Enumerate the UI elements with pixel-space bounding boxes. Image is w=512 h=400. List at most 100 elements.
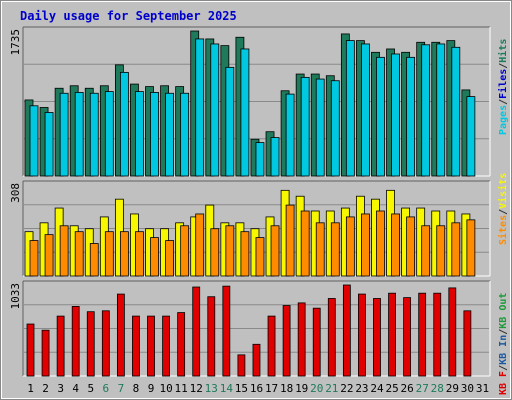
bar-files-day-29 [451, 46, 461, 177]
bar-sites-day-28 [436, 225, 446, 277]
bar-files-day-26 [406, 56, 416, 177]
bar-kb-f-day-29 [448, 287, 457, 377]
bar-files-day-16 [255, 142, 265, 177]
bar-sites-day-12 [195, 213, 205, 277]
bar-kb-f-day-30 [463, 310, 472, 377]
bar-files-day-14 [225, 66, 235, 177]
legend-entry: / [498, 329, 509, 335]
x-tick-label: 30 [461, 382, 474, 395]
bar-sites-day-11 [180, 225, 190, 277]
x-tick-label: 28 [431, 382, 444, 395]
bar-kb-f-day-10 [162, 315, 170, 377]
panel-kbf-kbin-kbout: 1033 KB F/KB In/KB Out [9, 280, 509, 395]
bar-sites-day-18 [285, 204, 295, 277]
bar-sites-day-26 [406, 216, 416, 277]
bar-sites-day-27 [421, 225, 431, 277]
x-tick-label: 20 [310, 382, 323, 395]
bar-kb-f-day-3 [56, 315, 65, 377]
bar-files-day-24 [376, 56, 385, 177]
bars [26, 284, 472, 377]
bar-sites-day-24 [376, 210, 385, 277]
bar-sites-day-14 [225, 225, 235, 277]
legend-entry: KB Out [498, 293, 509, 329]
bar-sites-day-20 [315, 222, 325, 277]
x-tick-label: 24 [370, 382, 384, 395]
bar-files-day-1 [29, 105, 39, 177]
bar-kb-f-day-4 [71, 306, 80, 377]
x-tick-label: 12 [190, 382, 203, 395]
x-tick-label: 4 [72, 382, 79, 395]
bar-files-day-19 [300, 76, 310, 177]
bar-sites-day-2 [44, 234, 54, 277]
panel-legend: KB F/KB In/KB Out [498, 293, 509, 395]
bar-sites-day-5 [89, 243, 99, 277]
panel-legend: Pages/Files/Hits [497, 39, 509, 135]
bar-kb-f-day-6 [101, 310, 110, 377]
panel-max-label: 1033 [9, 283, 22, 310]
x-tick-label: 31 [476, 382, 489, 395]
bar-files-day-12 [195, 38, 205, 177]
bar-kb-f-day-2 [41, 329, 50, 377]
x-axis-labels: 1 2 3 4 5 6 7 8 9 10 11 12 13 14 15 16 17 18 19 20 21 22 23 24 2… [27, 382, 489, 395]
bar-files-day-22 [345, 40, 355, 177]
bar-files-day-6 [104, 91, 114, 177]
bar-files-day-13 [210, 43, 220, 177]
bar-sites-day-3 [59, 225, 69, 277]
x-tick-label: 25 [385, 382, 398, 395]
bars [24, 189, 476, 277]
bar-sites-day-9 [150, 237, 159, 277]
bar-files-day-15 [240, 48, 250, 177]
x-tick-label: 18 [280, 382, 293, 395]
bar-kb-f-day-8 [132, 315, 140, 377]
x-tick-label: 17 [265, 382, 278, 395]
bar-sites-day-25 [391, 213, 400, 277]
bar-kb-f-day-23 [358, 293, 366, 377]
x-tick-label: 29 [446, 382, 459, 395]
bar-sites-day-4 [74, 231, 84, 277]
x-tick-label: 13 [205, 382, 218, 395]
bar-kb-f-day-11 [177, 312, 186, 377]
bar-files-day-23 [361, 43, 370, 177]
x-tick-label: 1 [27, 382, 34, 395]
legend-entry: / [498, 209, 509, 215]
bar-files-day-3 [59, 92, 69, 177]
bar-kb-f-day-22 [342, 284, 351, 377]
bar-kb-f-day-17 [267, 315, 276, 377]
x-tick-label: 22 [340, 382, 353, 395]
bar-sites-day-1 [29, 240, 39, 277]
bar-sites-day-10 [165, 240, 174, 277]
bar-kb-f-day-18 [282, 305, 291, 377]
x-tick-label: 7 [118, 382, 125, 395]
legend-entry: / [498, 99, 509, 105]
panel-hits-files-pages: 1735 Pages/Files/Hits [9, 26, 509, 177]
legend-entry: / [498, 365, 509, 371]
bar-files-day-5 [89, 92, 99, 177]
bar-files-day-30 [466, 96, 476, 177]
bar-kb-f-day-19 [297, 302, 306, 377]
bar-kb-f-day-26 [403, 297, 412, 377]
bar-kb-f-day-1 [26, 323, 35, 377]
bar-files-day-21 [330, 80, 340, 177]
x-tick-label: 3 [57, 382, 64, 395]
panel-max-label: 308 [9, 183, 22, 203]
bar-files-day-11 [180, 92, 190, 177]
bar-sites-day-21 [330, 222, 340, 277]
bar-sites-day-22 [345, 216, 355, 277]
panel-visits-sites: 308 Sites/Visits [9, 173, 509, 277]
panel-max-label: 1735 [9, 29, 22, 56]
bar-kb-f-day-14 [222, 285, 231, 377]
bar-files-day-8 [135, 91, 144, 177]
bar-files-day-18 [285, 93, 295, 177]
bar-sites-day-30 [466, 219, 476, 277]
bar-sites-day-7 [119, 231, 129, 277]
x-tick-label: 26 [401, 382, 414, 395]
bar-sites-day-16 [255, 237, 265, 277]
bar-kb-f-day-13 [207, 296, 216, 377]
bar-files-day-20 [315, 78, 325, 177]
x-tick-label: 19 [295, 382, 308, 395]
bar-kb-f-day-9 [147, 315, 155, 377]
bar-files-day-25 [391, 53, 400, 177]
